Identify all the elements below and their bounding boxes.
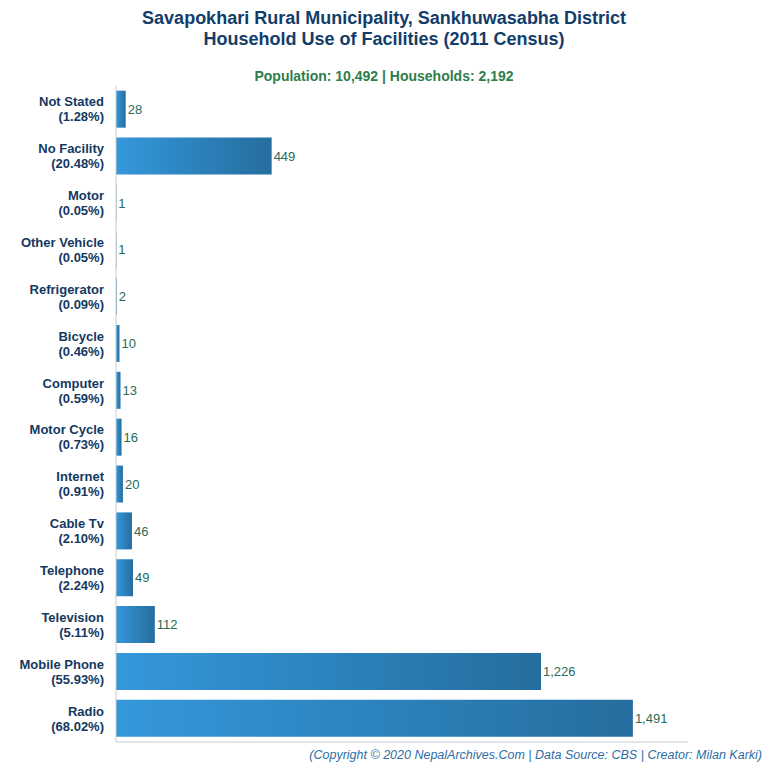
- svg-text:Telephone(2.24%): Telephone(2.24%): [40, 563, 104, 593]
- svg-text:Cable Tv(2.10%): Cable Tv(2.10%): [50, 516, 105, 546]
- html-text:(Copyright © 2020 NepalArchive: (Copyright © 2020 NepalArchives.Com | Da…: [309, 748, 762, 762]
- svg-text:16: 16: [124, 430, 138, 445]
- html-text:Savapokhari Rural Municipality: Savapokhari Rural Municipality, Sankhuwa…: [142, 8, 626, 28]
- html-text:Household Use of Facilities (2: Household Use of Facilities (2011 Census…: [203, 29, 565, 49]
- svg-text:10: 10: [121, 336, 135, 351]
- svg-text:Refrigerator(0.09%): Refrigerator(0.09%): [30, 282, 104, 312]
- svg-text:No Facility(20.48%): No Facility(20.48%): [38, 141, 105, 171]
- svg-text:Computer(0.59%): Computer(0.59%): [43, 376, 104, 406]
- svg-text:20: 20: [125, 477, 139, 492]
- svg-text:1,491: 1,491: [635, 711, 668, 726]
- svg-text:Other Vehicle(0.05%): Other Vehicle(0.05%): [21, 235, 104, 265]
- svg-text:Mobile Phone(55.93%): Mobile Phone(55.93%): [20, 657, 105, 687]
- svg-text:49: 49: [135, 570, 149, 585]
- svg-text:Not Stated(1.28%): Not Stated(1.28%): [39, 94, 104, 124]
- svg-text:1: 1: [118, 242, 125, 257]
- svg-text:2: 2: [119, 289, 126, 304]
- svg-text:Radio(68.02%): Radio(68.02%): [51, 704, 104, 734]
- svg-text:Television(5.11%): Television(5.11%): [41, 610, 104, 640]
- svg-text:Motor(0.05%): Motor(0.05%): [58, 188, 104, 218]
- html-text:Population: 10,492 | Household: Population: 10,492 | Households: 2,192: [254, 68, 514, 84]
- svg-text:449: 449: [274, 149, 296, 164]
- svg-text:46: 46: [134, 524, 148, 539]
- svg-text:Motor Cycle(0.73%): Motor Cycle(0.73%): [30, 422, 104, 452]
- svg-text:Bicycle(0.46%): Bicycle(0.46%): [58, 329, 104, 359]
- svg-text:13: 13: [123, 383, 137, 398]
- svg-text:112: 112: [157, 617, 178, 632]
- svg-text:Internet(0.91%): Internet(0.91%): [56, 469, 104, 499]
- svg-text:1: 1: [118, 196, 125, 211]
- svg-text:28: 28: [128, 102, 142, 117]
- svg-text:1,226: 1,226: [543, 664, 576, 679]
